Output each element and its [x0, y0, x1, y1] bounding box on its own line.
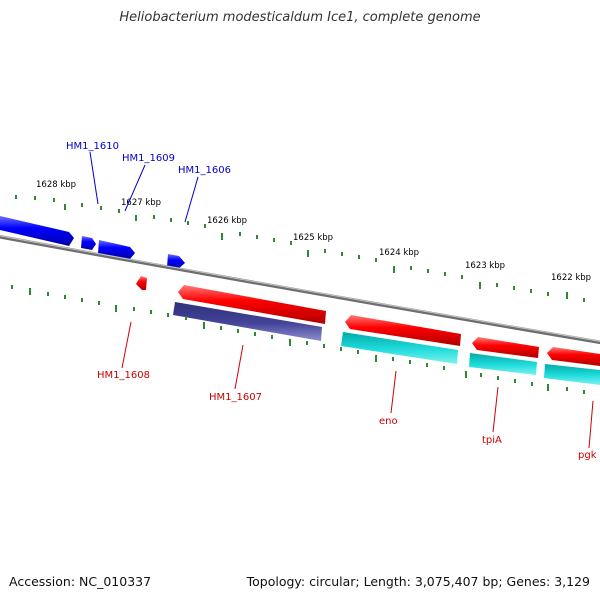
gene-hm1-1609-b: [98, 240, 135, 259]
leader-eno: [390, 370, 397, 414]
gene-tpia-cds: [469, 353, 537, 375]
reverse-tick-track: [11, 285, 585, 394]
reverse-strand-genes: [136, 276, 600, 385]
leader-hm1-1608: [121, 321, 132, 369]
forward-tick-track: [15, 195, 585, 302]
scale-label-1623: 1623 kbp: [465, 261, 505, 271]
map-title: Heliobacterium modesticaldum Ice1, compl…: [119, 10, 481, 25]
leader-pgk: [588, 400, 594, 449]
label-hm1-1607: HM1_1607: [209, 392, 262, 403]
gene-hm1-1610: [0, 216, 74, 246]
leader-hm1-1610: [89, 151, 99, 205]
leader-hm1-1606: [184, 176, 199, 223]
scale-label-1624: 1624 kbp: [379, 248, 419, 258]
gene-tpia-red: [472, 337, 539, 358]
label-hm1-1606: HM1_1606: [178, 165, 231, 176]
gene-hm1-1606: [167, 254, 185, 269]
scale-label-1622: 1622 kbp: [551, 273, 591, 283]
scale-label-1628: 1628 kbp: [36, 180, 76, 190]
genome-summary-text: Topology: circular; Length: 3,075,407 bp…: [246, 574, 590, 589]
scale-label-1627: 1627 kbp: [121, 198, 161, 208]
gene-eno-cds: [341, 332, 458, 364]
gene-eno-red: [345, 315, 461, 346]
genome-backbone: [0, 235, 600, 345]
gene-pgk-cds: [544, 364, 600, 385]
gene-hm1-1608: [136, 276, 147, 290]
gene-hm1-1607-red: [178, 285, 326, 324]
leader-tpia: [492, 386, 499, 433]
label-pgk: pgk: [578, 450, 597, 461]
label-eno: eno: [379, 416, 398, 427]
leader-hm1-1609: [124, 164, 146, 212]
gene-pgk-red: [547, 347, 600, 366]
label-tpia: tpiA: [482, 435, 502, 446]
scale-label-1625: 1625 kbp: [293, 233, 333, 243]
scale-label-1626: 1626 kbp: [207, 216, 247, 226]
gene-hm1-1609-a: [81, 236, 96, 250]
accession-text: Accession: NC_010337: [9, 574, 152, 589]
label-hm1-1608: HM1_1608: [97, 370, 150, 381]
label-hm1-1610: HM1_1610: [66, 141, 119, 152]
label-hm1-1609: HM1_1609: [122, 153, 175, 164]
leader-hm1-1607: [234, 344, 244, 390]
gene-hm1-1607-rna: [173, 302, 322, 341]
forward-strand-genes: [0, 216, 185, 269]
